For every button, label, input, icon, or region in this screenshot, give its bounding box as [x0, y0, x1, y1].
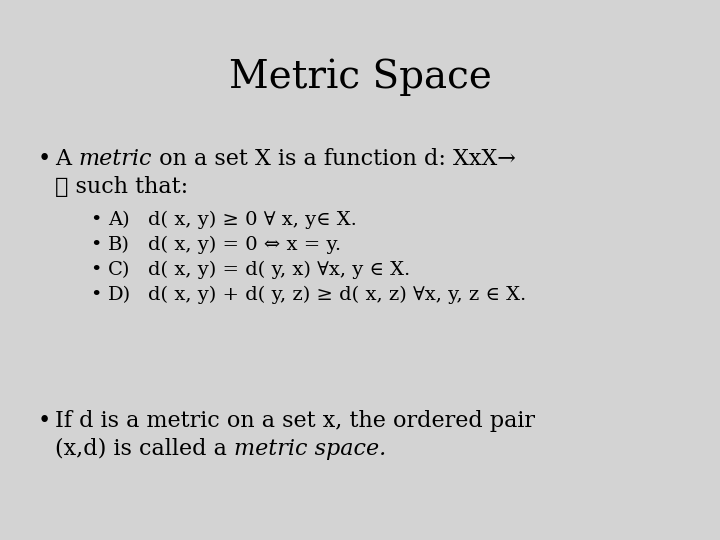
Text: •: •: [90, 236, 102, 254]
Text: B): B): [108, 236, 130, 254]
Text: Metric Space: Metric Space: [228, 58, 492, 96]
Text: A): A): [108, 211, 130, 229]
Text: •: •: [90, 211, 102, 229]
Text: d( x, y) = 0 ⇔ x = y.: d( x, y) = 0 ⇔ x = y.: [148, 236, 341, 254]
Text: C): C): [108, 261, 130, 279]
Text: •: •: [90, 286, 102, 304]
Text: •: •: [38, 148, 51, 170]
Text: A: A: [55, 148, 78, 170]
Text: on a set X is a function d: XxX→: on a set X is a function d: XxX→: [152, 148, 516, 170]
Text: •: •: [38, 410, 51, 432]
Text: •: •: [90, 261, 102, 279]
Text: d( x, y) + d( y, z) ≥ d( x, z) ∀x, y, z ∈ X.: d( x, y) + d( y, z) ≥ d( x, z) ∀x, y, z …: [148, 286, 526, 304]
Text: D): D): [108, 286, 131, 304]
Text: metric space.: metric space.: [234, 438, 386, 460]
Text: If d is a metric on a set x, the ordered pair: If d is a metric on a set x, the ordered…: [55, 410, 535, 432]
Text: d( x, y) ≥ 0 ∀ x, y∈ X.: d( x, y) ≥ 0 ∀ x, y∈ X.: [148, 211, 357, 230]
Text: (x,d) is called a: (x,d) is called a: [55, 438, 234, 460]
Text: ℜ such that:: ℜ such that:: [55, 176, 188, 198]
Text: metric: metric: [78, 148, 152, 170]
Text: d( x, y) = d( y, x) ∀x, y ∈ X.: d( x, y) = d( y, x) ∀x, y ∈ X.: [148, 261, 410, 279]
